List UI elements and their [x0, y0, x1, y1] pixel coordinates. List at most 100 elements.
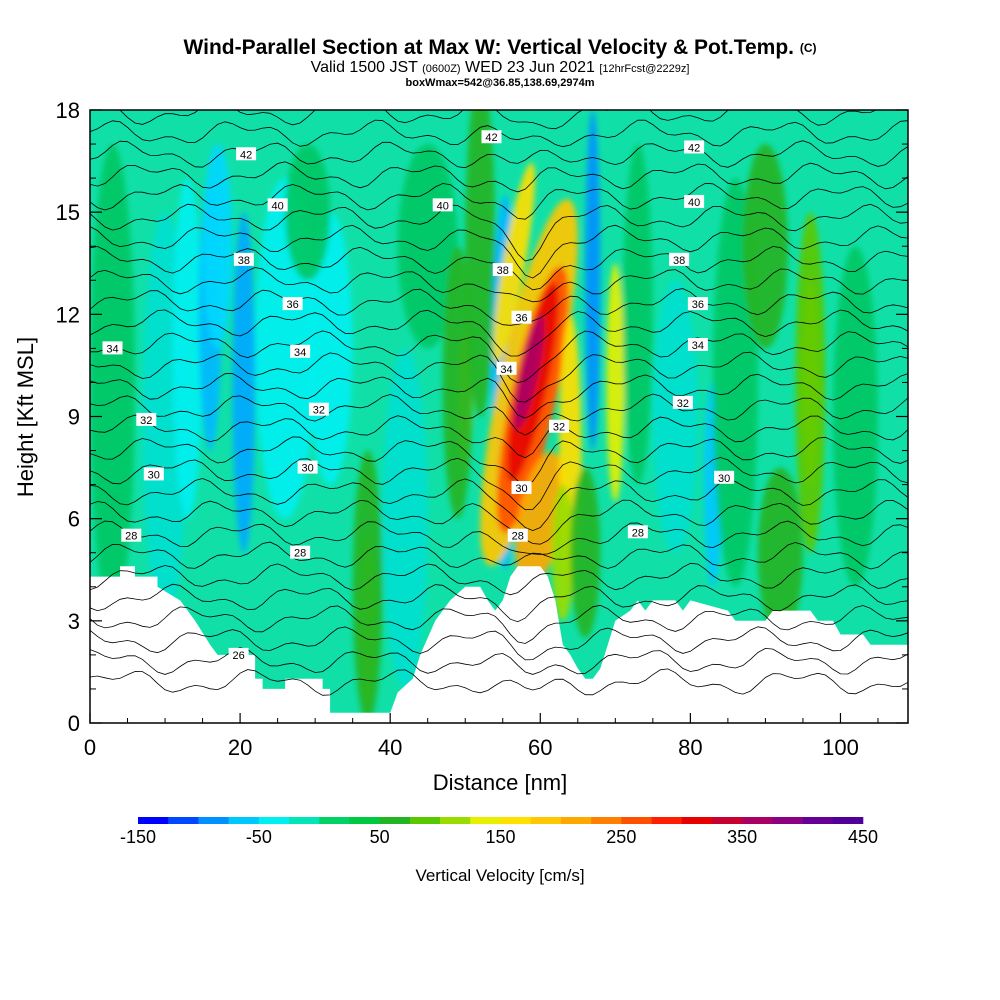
contour-label-box — [481, 130, 502, 144]
isentrope-line — [90, 267, 908, 303]
velocity-cell — [90, 144, 136, 621]
colorbar-tick-label: -50 — [246, 827, 272, 847]
contour-label: 30 — [714, 470, 735, 485]
contour-label-text: 36 — [515, 313, 527, 325]
contour-label: 42 — [236, 147, 257, 161]
colorbar-swatch — [802, 817, 834, 824]
contour-label-box — [282, 297, 303, 311]
contour-label-box — [507, 528, 528, 542]
colorbar-swatch — [168, 817, 199, 824]
contour-label: 34 — [290, 344, 311, 359]
contour-label: 42 — [684, 140, 705, 154]
contour-label-text: 40 — [688, 197, 700, 209]
contour-label-box — [511, 481, 532, 495]
contour-label-text: 30 — [148, 469, 160, 481]
colorbar-title: Vertical Velocity [cm/s] — [415, 866, 584, 885]
potential-temperature-contours — [90, 110, 908, 696]
x-tick-label: 20 — [228, 735, 252, 760]
contour-label-box — [714, 470, 735, 484]
velocity-cell — [232, 212, 256, 553]
contour-label-box — [228, 647, 249, 661]
x-tick-label: 80 — [678, 735, 702, 760]
contour-label: 28 — [507, 528, 528, 543]
contour-label-box — [236, 147, 257, 161]
isentrope-line — [90, 309, 908, 357]
contour-label: 26 — [228, 647, 249, 662]
contour-label: 38 — [233, 252, 254, 267]
contour-label: 32 — [308, 402, 329, 417]
chart-title-text: Wind-Parallel Section at Max W: Vertical… — [183, 36, 794, 59]
contour-label-box — [684, 194, 705, 208]
contour-label: 36 — [687, 297, 708, 311]
copyright-mark: (C) — [799, 41, 817, 55]
contour-label-box — [143, 467, 164, 481]
colorbar-swatch — [711, 817, 743, 824]
colorbar-swatch — [500, 817, 532, 824]
velocity-cell — [514, 315, 544, 429]
contour-label-text: 34 — [500, 364, 512, 376]
y-tick-label: 18 — [56, 98, 80, 123]
y-tick-label: 12 — [56, 302, 80, 327]
isentrope-line — [90, 562, 908, 596]
isentrope-line — [90, 541, 908, 570]
contour-label: 30 — [143, 467, 164, 481]
contour-label-text: 28 — [125, 531, 137, 543]
y-tick-label: 0 — [68, 711, 80, 736]
isentrope-line — [90, 161, 908, 193]
isentrope-line — [90, 182, 908, 220]
contour-label-box — [672, 395, 693, 409]
y-tick-label: 3 — [68, 609, 80, 634]
colorbar-swatch — [530, 817, 562, 824]
contour-label-text: 28 — [294, 548, 306, 560]
contour-label: 34 — [496, 361, 517, 376]
velocity-cell — [795, 212, 826, 553]
contour-label-box — [687, 297, 708, 311]
x-tick-label: 100 — [822, 735, 859, 760]
isentrope-line — [90, 457, 908, 511]
colorbar-swatch — [681, 817, 713, 824]
isentrope-line — [119, 110, 877, 130]
colorbar-swatch — [772, 817, 803, 824]
isentrope-line — [90, 647, 908, 675]
contour-label: 32 — [549, 419, 570, 434]
contour-label: 32 — [136, 412, 157, 427]
contour-label: 38 — [669, 252, 690, 267]
contour-label-text: 34 — [106, 343, 118, 355]
chart-subtitle: Valid 1500 JST (0600Z) WED 23 Jun 2021 [… — [0, 60, 1000, 77]
colorbar-swatch — [651, 817, 683, 824]
colorbar-swatch — [591, 817, 622, 824]
isentrope-line — [90, 203, 908, 262]
contour-label-box — [687, 337, 708, 351]
isentrope-line — [90, 668, 908, 696]
x-tick-label: 60 — [528, 735, 552, 760]
contour-label: 36 — [282, 297, 303, 311]
isentrope-line — [90, 393, 908, 436]
colorbar-tick-label: 250 — [606, 827, 636, 847]
chart-title: Wind-Parallel Section at Max W: Vertical… — [0, 36, 1000, 60]
velocity-cell — [652, 280, 698, 553]
contour-label: 42 — [481, 130, 502, 144]
contour-label-box — [121, 528, 142, 542]
contour-label-text: 38 — [497, 265, 509, 277]
contour-label: 28 — [290, 545, 311, 560]
contour-label-box — [102, 341, 123, 355]
colorbar-swatch — [349, 817, 380, 824]
x-tick-label: 0 — [84, 735, 96, 760]
colorbar-swatch — [289, 817, 320, 824]
velocity-cell — [622, 144, 653, 485]
contour-label: 38 — [492, 263, 513, 277]
contour-label-text: 40 — [271, 200, 283, 212]
velocity-cell — [606, 263, 625, 502]
forecast-info: [12hrFcst@2229z] — [599, 63, 690, 75]
contour-label-text: 30 — [718, 473, 730, 485]
contour-label-text: 28 — [512, 531, 524, 543]
velocity-cell — [585, 110, 601, 451]
colorbar-swatch — [409, 817, 441, 824]
contour-label-text: 36 — [692, 299, 704, 311]
contour-label-text: 28 — [632, 527, 644, 539]
velocity-cell — [172, 178, 203, 519]
isentrope-line — [90, 583, 908, 623]
contour-label-box — [627, 525, 648, 539]
